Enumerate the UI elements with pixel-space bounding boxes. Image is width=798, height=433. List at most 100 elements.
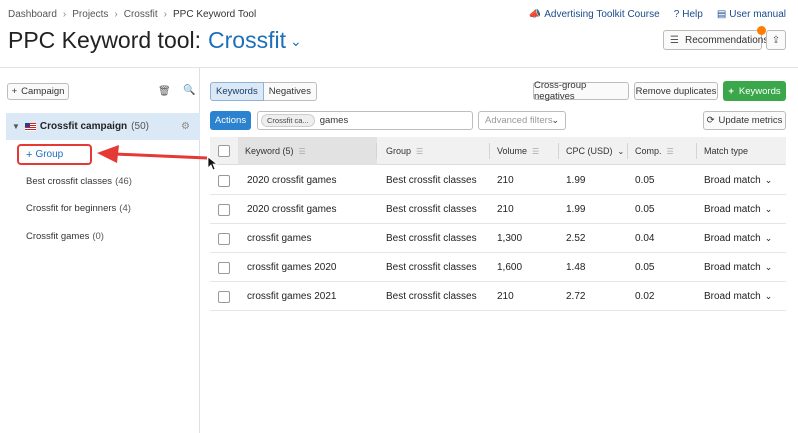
course-link[interactable]: 📣 Advertising Toolkit Course bbox=[529, 9, 660, 20]
recommendations-button[interactable]: ☰ Recommendations bbox=[663, 26, 768, 50]
advanced-filters-label: Advanced filters bbox=[485, 115, 553, 126]
row-checkbox[interactable] bbox=[218, 174, 230, 187]
notification-dot bbox=[757, 26, 766, 35]
match-type-dropdown[interactable]: Broad match ⌄ bbox=[704, 195, 772, 224]
comp-cell: 0.02 bbox=[635, 291, 655, 302]
chevron-down-icon[interactable]: ⌄ bbox=[289, 33, 302, 49]
mouse-cursor-icon bbox=[208, 157, 218, 171]
advanced-filters-dropdown[interactable]: Advanced filters ⌄ bbox=[478, 111, 566, 130]
row-checkbox[interactable] bbox=[218, 261, 230, 274]
add-keywords-button[interactable]: + Keywords bbox=[723, 81, 786, 101]
group-name: Crossfit for beginners bbox=[26, 203, 117, 214]
column-group[interactable]: Group ☰ bbox=[379, 137, 490, 165]
row-checkbox[interactable] bbox=[218, 290, 230, 303]
sidebar-group-crossfit-games[interactable]: Crossfit games (0) bbox=[26, 231, 104, 242]
add-campaign-button[interactable]: + Campaign bbox=[7, 83, 69, 100]
volume-cell: 1,600 bbox=[497, 262, 523, 273]
search-icon[interactable]: 🔍 bbox=[183, 85, 196, 96]
breadcrumb-dashboard[interactable]: Dashboard bbox=[8, 9, 57, 20]
sort-desc-icon: ⌄ bbox=[617, 146, 625, 156]
trash-icon[interactable]: 🗑 bbox=[158, 86, 171, 97]
keyword-tabs: Keywords Negatives bbox=[210, 82, 317, 101]
column-cpc[interactable]: CPC (USD) ⌄ bbox=[559, 137, 628, 165]
sort-icon: ☰ bbox=[532, 146, 540, 156]
select-all-checkbox[interactable] bbox=[218, 145, 230, 157]
column-group-label: Group bbox=[386, 146, 412, 156]
group-name: Crossfit games bbox=[26, 231, 90, 242]
actions-button[interactable]: Actions bbox=[210, 111, 251, 130]
help-link[interactable]: ? Help bbox=[674, 9, 703, 20]
campaign-count: (50) bbox=[131, 121, 149, 132]
update-metrics-button[interactable]: ⟳ Update metrics bbox=[703, 111, 786, 130]
match-type-label: Broad match bbox=[704, 233, 761, 244]
row-checkbox[interactable] bbox=[218, 203, 230, 216]
match-type-dropdown[interactable]: Broad match ⌄ bbox=[704, 253, 772, 282]
column-keyword[interactable]: Keyword (5) ☰ bbox=[238, 137, 377, 165]
chevron-down-icon: ⌄ bbox=[764, 262, 773, 272]
sidebar-group-crossfit-for-beginners[interactable]: Crossfit for beginners (4) bbox=[26, 203, 131, 214]
row-checkbox-cell bbox=[218, 195, 230, 224]
course-link-label: Advertising Toolkit Course bbox=[544, 9, 660, 20]
sort-icon: ☰ bbox=[416, 146, 424, 156]
sidebar-group-best-crossfit-classes[interactable]: Best crossfit classes (46) bbox=[26, 176, 132, 187]
group-cell: Best crossfit classes bbox=[386, 262, 477, 273]
remove-duplicates-button[interactable]: Remove duplicates bbox=[634, 82, 718, 100]
cpc-cell: 1.48 bbox=[566, 262, 586, 273]
chevron-down-icon[interactable]: ▼ bbox=[12, 122, 20, 131]
sort-icon: ☰ bbox=[298, 146, 306, 156]
table-row: crossfit games 2021 Best crossfit classe… bbox=[210, 282, 786, 311]
breadcrumb-crossfit[interactable]: Crossfit bbox=[123, 9, 158, 20]
group-cell: Best crossfit classes bbox=[386, 291, 477, 302]
column-divider bbox=[489, 143, 490, 159]
column-comp-label: Comp. bbox=[635, 146, 662, 156]
match-type-dropdown[interactable]: Broad match ⌄ bbox=[704, 282, 772, 311]
megaphone-icon: 📣 bbox=[528, 9, 542, 20]
help-icon: ? bbox=[673, 9, 680, 20]
add-group-label: Group bbox=[35, 149, 64, 160]
column-divider bbox=[696, 143, 697, 159]
chevron-down-icon: ⌄ bbox=[551, 115, 559, 125]
campaign-row[interactable]: ▼ Crossfit campaign (50) ⚙ bbox=[6, 113, 200, 140]
match-type-dropdown[interactable]: Broad match ⌄ bbox=[704, 224, 772, 253]
comp-cell: 0.04 bbox=[635, 233, 655, 244]
share-button[interactable]: ⇪ bbox=[766, 30, 786, 50]
breadcrumb: Dashboard › Projects › Crossfit › PPC Ke… bbox=[8, 9, 256, 20]
match-type-label: Broad match bbox=[704, 291, 761, 302]
cpc-cell: 1.99 bbox=[566, 175, 586, 186]
cross-group-negatives-button[interactable]: Cross-group negatives bbox=[533, 80, 629, 102]
column-match-type[interactable]: Match type bbox=[697, 137, 786, 165]
volume-cell: 210 bbox=[497, 291, 514, 302]
group-cell: Best crossfit classes bbox=[386, 233, 477, 244]
manual-link[interactable]: ▤ User manual bbox=[717, 9, 786, 20]
column-divider bbox=[627, 143, 628, 159]
breadcrumb-projects[interactable]: Projects bbox=[72, 9, 109, 20]
column-comp[interactable]: Comp. ☰ bbox=[628, 137, 697, 165]
row-checkbox-cell bbox=[218, 253, 230, 282]
keyword-cell: 2020 crossfit games bbox=[247, 175, 337, 186]
recommendations-label: Recommendations bbox=[684, 34, 769, 46]
tab-keywords[interactable]: Keywords bbox=[210, 82, 264, 101]
cpc-cell: 1.99 bbox=[566, 204, 586, 215]
table-row: crossfit games Best crossfit classes 1,3… bbox=[210, 224, 786, 253]
column-match-label: Match type bbox=[704, 146, 749, 156]
keyword-cell: crossfit games 2020 bbox=[247, 262, 337, 273]
project-selector[interactable]: Crossfit bbox=[208, 27, 286, 53]
match-type-dropdown[interactable]: Broad match ⌄ bbox=[704, 166, 772, 195]
add-group-button[interactable]: + Group bbox=[17, 144, 92, 165]
sliders-icon: ☰ bbox=[670, 34, 679, 46]
filter-chip[interactable]: Crossfit ca... bbox=[261, 114, 315, 127]
comp-cell: 0.05 bbox=[635, 204, 655, 215]
annotation-arrow bbox=[97, 145, 208, 163]
group-cell: Best crossfit classes bbox=[386, 204, 477, 215]
group-count: (0) bbox=[92, 231, 104, 242]
column-volume[interactable]: Volume ☰ bbox=[490, 137, 559, 165]
row-checkbox[interactable] bbox=[218, 232, 230, 245]
campaign-name: Crossfit campaign bbox=[39, 121, 128, 132]
filter-input[interactable]: Crossfit ca... games bbox=[257, 111, 473, 130]
gear-icon[interactable]: ⚙ bbox=[181, 121, 190, 132]
table-row: 2020 crossfit games Best crossfit classe… bbox=[210, 195, 786, 224]
tab-negatives[interactable]: Negatives bbox=[263, 82, 317, 101]
group-count: (46) bbox=[115, 176, 132, 187]
volume-cell: 210 bbox=[497, 175, 514, 186]
chevron-right-icon: › bbox=[163, 9, 167, 20]
